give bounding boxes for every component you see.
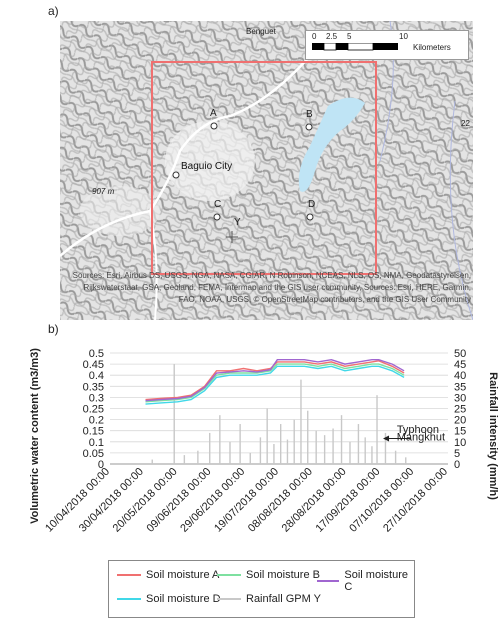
y-tick-label-2: 0.1: [89, 437, 104, 449]
y-tick-label-8: 0.4: [89, 370, 104, 382]
annotation-label-line-2: Mangkhut: [397, 432, 445, 444]
panel-a-label: a): [48, 4, 59, 18]
legend-label-d: Soil moisture D: [146, 593, 221, 605]
scale-tick-1: 2.5: [326, 32, 338, 41]
study-area-box: [151, 61, 377, 275]
series-line-1: [145, 363, 405, 403]
y2-tick-label-3: 15: [454, 426, 466, 438]
scale-bar-graphic: [312, 43, 398, 51]
scale-bar: 0 2.5 5 10 Kilometers: [305, 30, 469, 60]
y2-tick-label-0: 0: [454, 459, 460, 471]
y-tick-label-10: 0.5: [89, 348, 104, 360]
legend-label-c: Soil moisture C: [344, 569, 408, 593]
point-a-marker: [210, 122, 218, 130]
y-tick-label-6: 0.3: [89, 392, 104, 404]
map-attribution: Sources: Esri, Airbus DS, USGS, NGA, NAS…: [72, 271, 471, 304]
y-tick-label-9: 0.45: [83, 359, 104, 371]
city-marker: [172, 171, 180, 179]
legend-swatch-d: [117, 598, 141, 600]
y2-tick-label-8: 40: [454, 370, 466, 382]
legend-swatch-a: [117, 574, 141, 576]
scale-tick-0: 0: [312, 32, 317, 41]
series-line-0: [145, 360, 405, 401]
point-y-marker: [226, 231, 238, 243]
series-line-2: [145, 358, 405, 402]
legend-swatch-b: [217, 574, 241, 576]
y2-tick-label-7: 35: [454, 381, 466, 393]
benguet-label: Benguet: [246, 27, 276, 36]
y2-tick-label-10: 50: [454, 348, 466, 360]
y2-tick-label-6: 30: [454, 392, 466, 404]
point-d-label: D: [308, 199, 316, 210]
elevation-label: 907 m: [92, 187, 115, 196]
y-tick-label-0: 0: [98, 459, 104, 471]
y2-tick-label-5: 25: [454, 404, 466, 416]
legend-item-d: Soil moisture D: [117, 593, 221, 605]
scale-tick-2: 5: [347, 32, 352, 41]
point-c-marker: [213, 213, 221, 221]
y-tick-label-5: 0.25: [83, 404, 104, 416]
y2-tick-label-1: 5: [454, 448, 460, 460]
y2-tick-label-2: 10: [454, 437, 466, 449]
legend-item-rain: Rainfall GPM Y: [217, 593, 321, 605]
hillshade-map: [60, 21, 473, 320]
y-tick-label-3: 0.15: [83, 426, 104, 438]
legend-label-b: Soil moisture B: [246, 569, 320, 581]
reservoir: [298, 97, 365, 192]
point-b-label: B: [306, 109, 313, 120]
scale-tick-3: 10: [399, 32, 408, 41]
legend-item-b: Soil moisture B: [217, 569, 320, 581]
point-y-label: Y: [234, 217, 241, 228]
road-number-label: 22: [461, 119, 470, 128]
y-tick-label-4: 0.2: [89, 415, 104, 427]
y2-tick-label-4: 20: [454, 415, 466, 427]
point-a-label: A: [210, 108, 217, 119]
panel-b-label: b): [48, 322, 59, 336]
scale-unit-label: Kilometers: [413, 43, 451, 52]
series-line-3: [145, 365, 405, 405]
legend-item-c: Soil moisture C: [317, 569, 414, 593]
legend-item-a: Soil moisture A: [117, 569, 219, 581]
city-label: Baguio City: [181, 161, 233, 172]
legend-label-rain: Rainfall GPM Y: [246, 593, 321, 605]
legend-swatch-rain: [217, 598, 241, 600]
chart-legend: Soil moisture A Soil moisture B Soil moi…: [108, 560, 415, 618]
point-b-marker: [305, 123, 313, 131]
point-c-label: C: [214, 199, 222, 210]
point-d-marker: [306, 213, 314, 221]
y-tick-label-7: 0.35: [83, 381, 104, 393]
annotation-arrowhead: [383, 435, 390, 442]
soil-moisture-chart: 00.050.10.150.20.250.30.350.40.450.50510…: [43, 348, 466, 535]
legend-label-a: Soil moisture A: [146, 569, 220, 581]
y2-tick-label-9: 45: [454, 359, 466, 371]
legend-swatch-c: [317, 580, 340, 582]
map-panel: A B C D Y Baguio City 907 m Benguet 22: [60, 21, 473, 320]
y-tick-label-1: 0.05: [83, 448, 104, 460]
x-tick-label-10: 27/10/2018 00:00: [381, 466, 450, 535]
annotation-label-line-1: Typhoon: [397, 424, 439, 436]
